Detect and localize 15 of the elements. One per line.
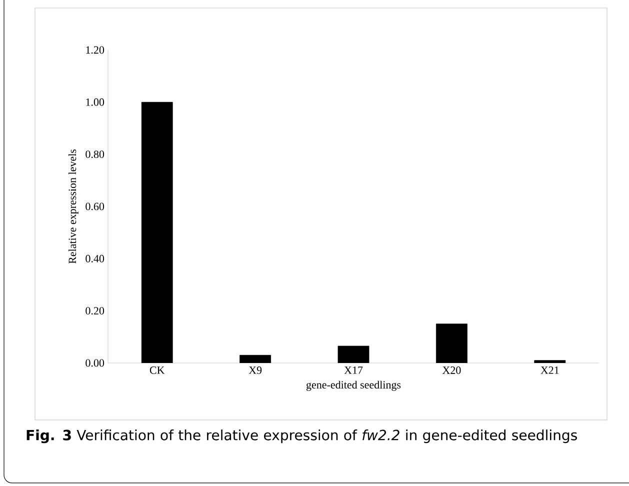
y-tick-label: 1.20 [86, 46, 104, 54]
y-axis-title: Relative expression levels [68, 149, 78, 264]
y-tick-label: 0.80 [86, 150, 104, 158]
y-tick-label: 0.40 [86, 254, 104, 262]
x-axis-title: gene-edited seedlings [306, 380, 401, 391]
text: Fig. 3 Verification of the relative expression of fw2.2 in gene-edited seedlings [26, 430, 577, 444]
y-tick-label: 0.20 [86, 307, 104, 315]
x-tick-label: X21 [540, 366, 559, 374]
x-tick-label: X17 [344, 366, 363, 374]
y-tick-label: 1.00 [86, 98, 104, 106]
x-tick-label: CK [150, 366, 165, 374]
y-tick-label: 0.00 [86, 359, 104, 367]
x-tick-label: X20 [442, 366, 461, 374]
y-tick-label: 0.60 [86, 202, 104, 210]
x-tick-label: X9 [248, 366, 262, 374]
